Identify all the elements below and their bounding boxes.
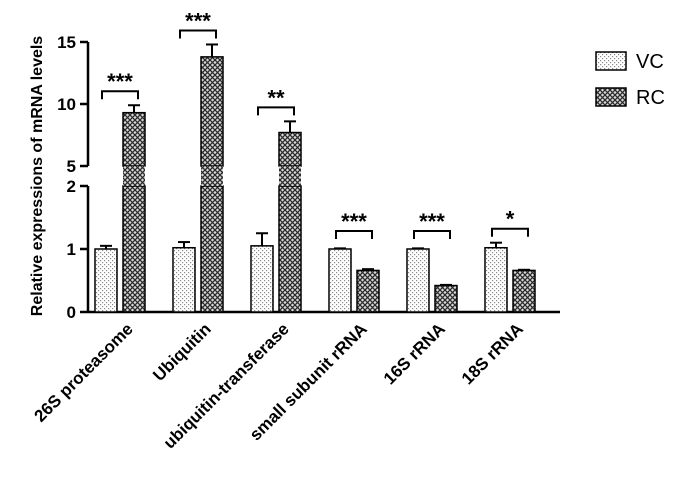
x-category-label: ubiquitin-transferase xyxy=(160,319,293,452)
significance-label: * xyxy=(506,207,515,232)
y-tick-label: 2 xyxy=(67,177,76,196)
bars xyxy=(94,43,536,313)
legend-label: RC xyxy=(636,87,665,109)
y-axis-title: Relative expressions of mRNA levels xyxy=(29,36,46,317)
significance-bracket xyxy=(179,29,217,39)
bar-rc xyxy=(122,111,146,167)
bar-rc-break xyxy=(123,166,145,186)
significance-label: *** xyxy=(341,209,367,234)
bar-rc xyxy=(356,269,380,313)
bar-rc xyxy=(512,269,536,313)
bar-rc xyxy=(122,185,146,313)
legend: VC RC xyxy=(595,51,665,109)
bar-rc xyxy=(278,185,302,313)
significance-label: ** xyxy=(267,85,285,110)
significance-label: *** xyxy=(419,209,445,234)
bar-vc xyxy=(172,246,196,313)
bar-rc xyxy=(278,131,302,167)
y-tick-label: 0 xyxy=(67,303,76,322)
axes xyxy=(80,40,560,314)
significance-label: *** xyxy=(107,69,133,94)
significance-bracket xyxy=(335,230,373,239)
significance-bracket xyxy=(101,90,139,100)
x-category-label: 26S proteasome xyxy=(31,319,137,425)
bar-vc xyxy=(484,246,508,313)
y-tick-label: 15 xyxy=(57,33,76,52)
x-category-label: Ubiquitin xyxy=(149,319,215,385)
y-tick-label: 10 xyxy=(57,95,76,114)
bar-vc xyxy=(328,248,352,313)
significance-bracket xyxy=(257,106,295,116)
legend-swatch-rc xyxy=(595,87,627,107)
bar-rc xyxy=(200,56,224,167)
significance-label: *** xyxy=(185,8,211,33)
legend-label: VC xyxy=(636,51,664,73)
x-category-label: 18S rRNA xyxy=(458,319,527,388)
significance-bracket xyxy=(413,230,451,239)
bar-vc xyxy=(94,248,118,313)
bar-vc xyxy=(406,248,430,313)
bar-rc xyxy=(434,284,458,313)
bar-rc-break xyxy=(201,166,223,186)
y-tick-label: 5 xyxy=(67,157,76,176)
bar-rc-break xyxy=(279,166,301,186)
significance-bracket xyxy=(491,227,529,237)
y-tick-label: 1 xyxy=(67,240,76,259)
legend-swatch-vc xyxy=(595,51,627,71)
bar-vc xyxy=(250,245,274,313)
bar-rc xyxy=(200,185,224,313)
x-category-label: 16S rRNA xyxy=(380,319,449,388)
